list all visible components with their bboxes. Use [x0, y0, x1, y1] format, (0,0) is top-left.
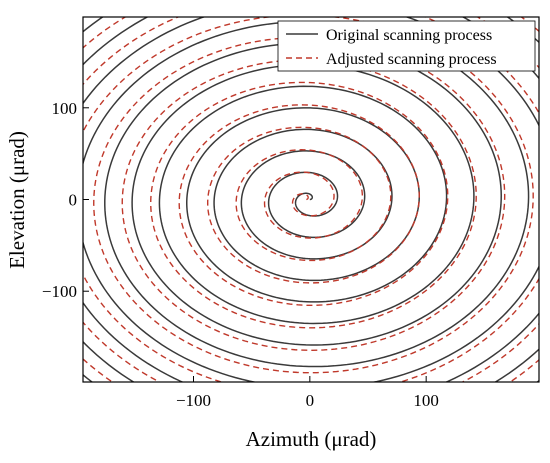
- y-tick-label: −100: [42, 282, 77, 301]
- y-tick-label: 0: [69, 191, 78, 210]
- x-tick-label: 0: [306, 391, 315, 410]
- y-axis: −100 0 100: [42, 99, 89, 301]
- y-tick-label: 100: [52, 99, 78, 118]
- legend-box: [277, 20, 536, 72]
- x-axis: −100 0 100: [176, 376, 439, 410]
- legend-label-original: Original scanning process: [326, 27, 492, 44]
- legend-label-adjusted: Adjusted scanning process: [326, 51, 497, 68]
- legend: Original scanning process Adjusted scann…: [277, 20, 536, 72]
- x-axis-label: Azimuth (μrad): [246, 427, 377, 451]
- y-axis-label: Elevation (μrad): [5, 131, 29, 269]
- x-tick-label: −100: [176, 391, 211, 410]
- series-line-original: [83, 17, 539, 382]
- x-tick-label: 100: [413, 391, 439, 410]
